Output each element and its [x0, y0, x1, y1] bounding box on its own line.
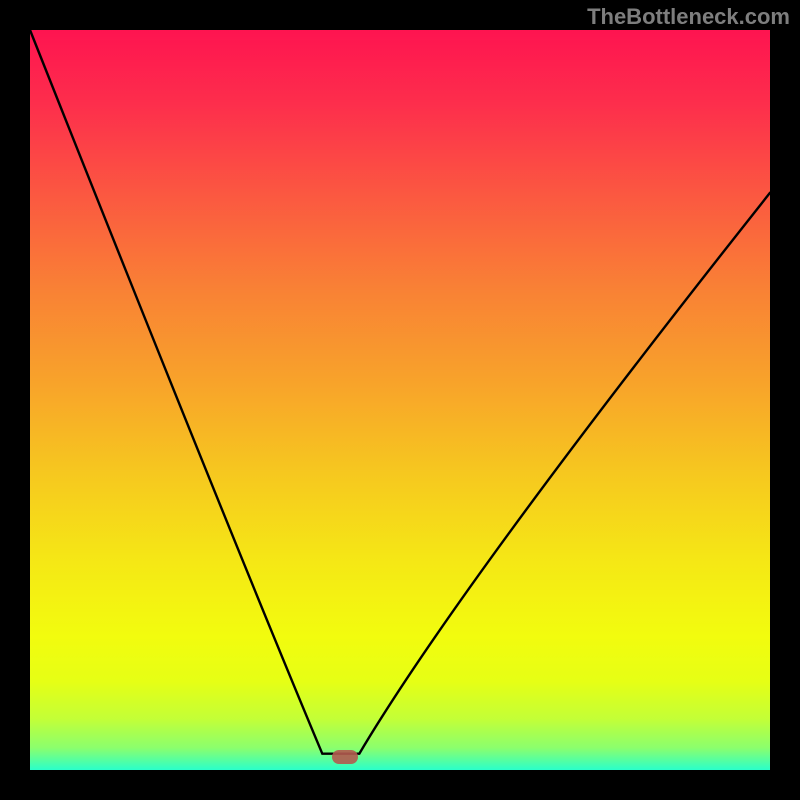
vertex-marker [332, 750, 358, 764]
watermark-text: TheBottleneck.com [587, 4, 790, 30]
canvas: TheBottleneck.com [0, 0, 800, 800]
chart-svg [0, 0, 800, 800]
